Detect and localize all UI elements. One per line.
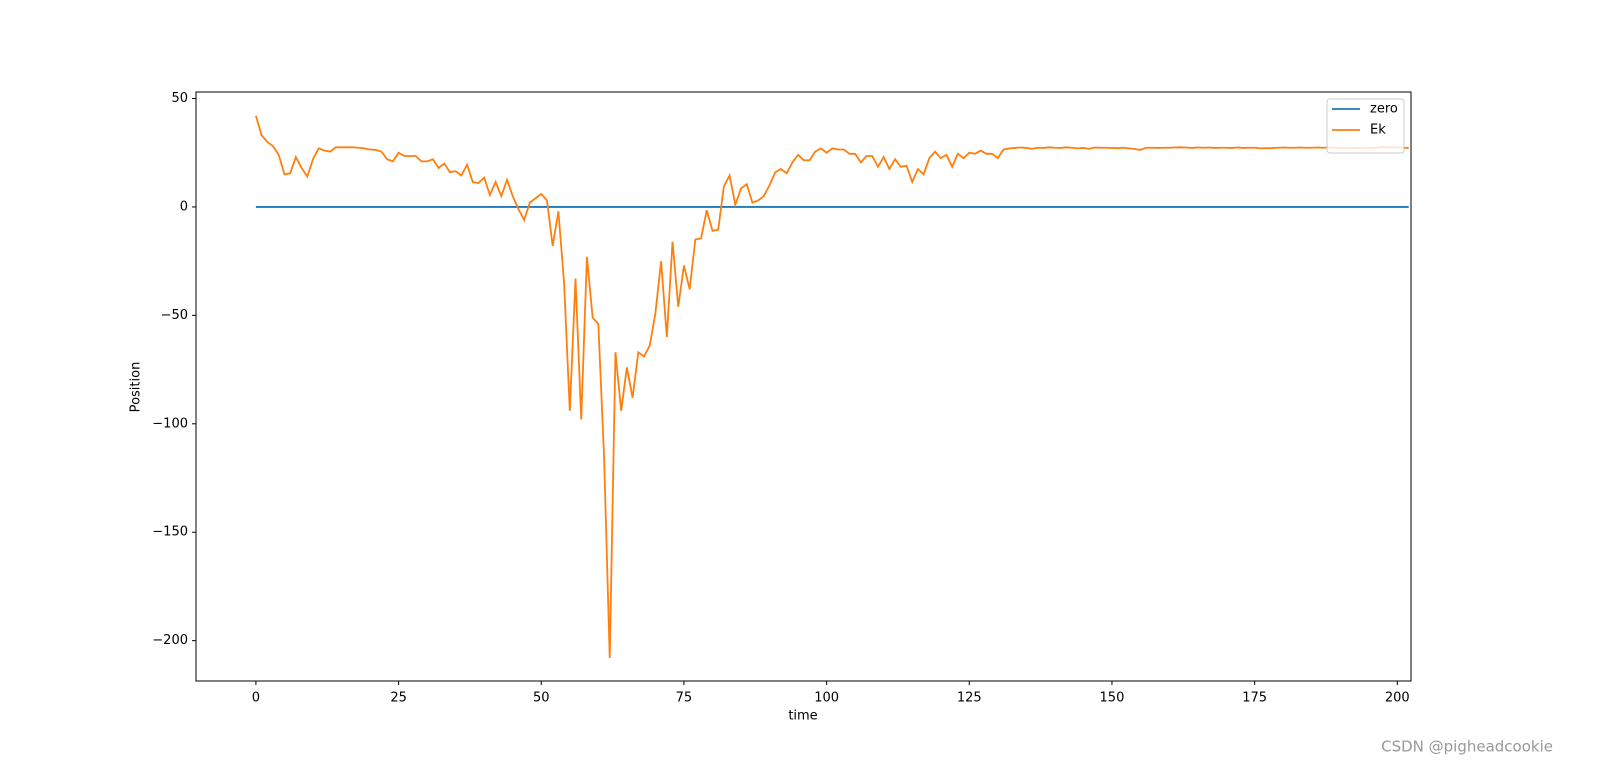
y-tick-label: −100 — [152, 416, 188, 431]
x-axis-label: time — [788, 709, 817, 724]
y-tick-label: −150 — [152, 525, 188, 540]
x-tick-label: 200 — [1385, 691, 1410, 706]
x-tick-label: 175 — [1242, 691, 1267, 706]
x-tick-label: 100 — [814, 691, 839, 706]
legend-label: Ek — [1370, 123, 1386, 138]
x-tick-label: 75 — [676, 691, 693, 706]
x-tick-label: 150 — [1100, 691, 1125, 706]
plot-frame — [195, 91, 1412, 682]
y-tick-label: 0 — [180, 199, 188, 214]
watermark: CSDN @pigheadcookie — [1381, 738, 1553, 756]
x-tick-label: 25 — [390, 691, 407, 706]
x-tick-label: 50 — [533, 691, 550, 706]
legend-box — [1326, 98, 1405, 154]
x-tick-label: 125 — [957, 691, 982, 706]
y-tick-label: 50 — [171, 91, 188, 106]
y-tick-label: −200 — [152, 633, 188, 648]
data-line — [255, 115, 1409, 659]
y-tick-label: −50 — [161, 308, 188, 323]
y-axis-label: Position — [129, 362, 144, 413]
legend-label: zero — [1370, 102, 1398, 117]
x-tick-label: 0 — [252, 691, 260, 706]
